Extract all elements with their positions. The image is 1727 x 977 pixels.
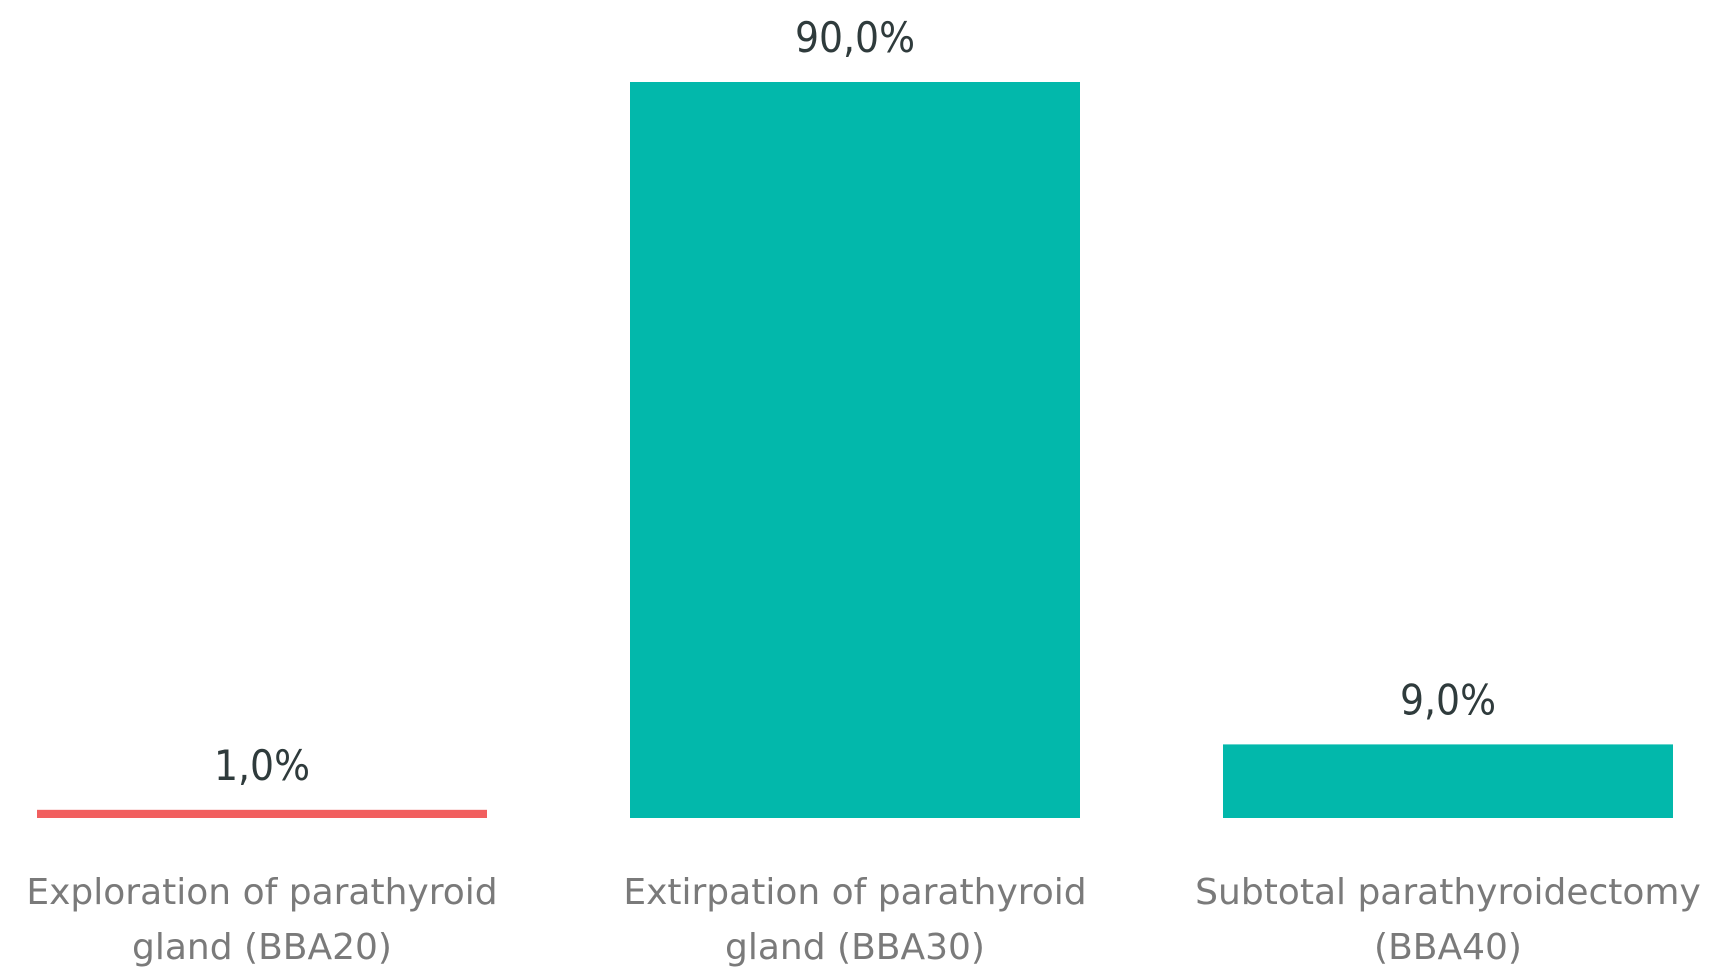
category-label-line: Exploration of parathyroid: [26, 872, 497, 913]
bar-3: [1223, 744, 1673, 818]
category-label-3: Subtotal parathyroidectomy (BBA40): [1195, 872, 1701, 968]
bars-group: [37, 82, 1673, 818]
category-label-line: (BBA40): [1374, 927, 1522, 968]
category-labels-group: Exploration of parathyroid gland (BBA20)E…: [26, 872, 1700, 968]
category-label-line: gland (BBA20): [132, 927, 392, 968]
bar-2: [630, 82, 1080, 818]
category-label-line: Subtotal parathyroidectomy: [1195, 872, 1701, 913]
value-label-2: 90,0%: [795, 13, 915, 62]
category-label-line: gland (BBA30): [725, 927, 985, 968]
category-label-1: Exploration of parathyroid gland (BBA20): [26, 872, 497, 968]
category-label-2: Extirpation of parathyroid gland (BBA30): [623, 872, 1086, 968]
category-label-line: Extirpation of parathyroid: [623, 872, 1086, 913]
bar-1: [37, 809, 487, 818]
value-label-1: 1,0%: [214, 741, 310, 790]
value-label-3: 9,0%: [1400, 675, 1496, 724]
value-labels-group: 1,0% 90,0% 9,0%: [214, 13, 1496, 790]
